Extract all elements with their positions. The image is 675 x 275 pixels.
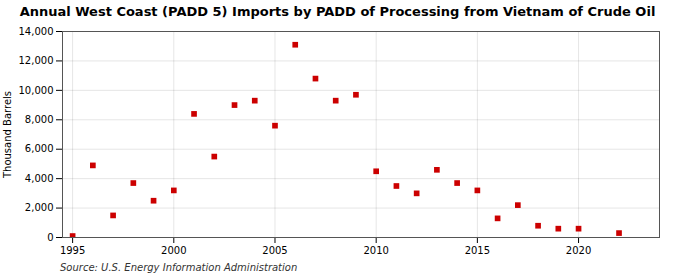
svg-text:14,000: 14,000 [19, 26, 54, 37]
svg-text:Thousand Barrels: Thousand Barrels [2, 91, 13, 179]
svg-text:2015: 2015 [465, 245, 490, 256]
html-text:Annual West Coast (PADD 5) Imp: Annual West Coast (PADD 5) Imports by PA… [19, 4, 656, 19]
svg-text:2010: 2010 [363, 245, 388, 256]
svg-text:2,000: 2,000 [25, 202, 54, 213]
svg-text:2020: 2020 [566, 245, 591, 256]
svg-text:8,000: 8,000 [25, 114, 54, 125]
svg-text:2000: 2000 [161, 245, 186, 256]
svg-text:12,000: 12,000 [19, 55, 54, 66]
svg-text:10,000: 10,000 [19, 85, 54, 96]
svg-text:1995: 1995 [60, 245, 85, 256]
svg-text:6,000: 6,000 [25, 143, 54, 154]
svg-text:4,000: 4,000 [25, 173, 54, 184]
svg-text:2005: 2005 [262, 245, 287, 256]
svg-text:0: 0 [47, 232, 53, 243]
html-text:Source: U.S. Energy Informatio: Source: U.S. Energy Information Administ… [60, 262, 298, 273]
